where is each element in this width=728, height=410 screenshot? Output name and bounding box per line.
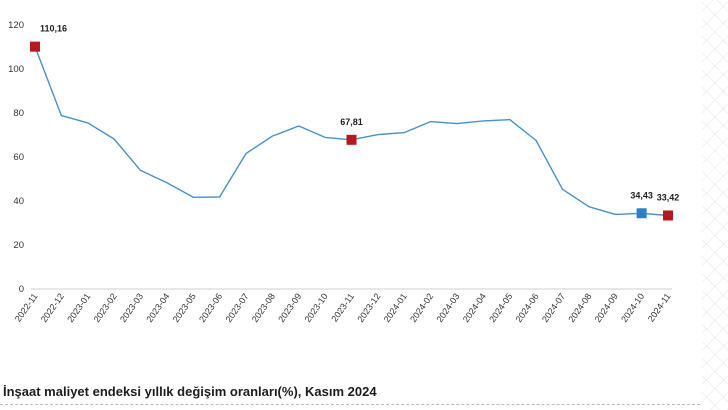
x-tick-label: 2023-03 <box>118 291 145 324</box>
x-tick-label: 2022-12 <box>39 291 66 324</box>
x-tick-label: 2024-09 <box>593 291 620 324</box>
y-tick-label: 0 <box>19 284 24 295</box>
divider <box>0 404 700 405</box>
data-label: 34,43 <box>630 190 653 200</box>
x-tick-label: 2023-02 <box>92 291 119 324</box>
y-tick-label: 40 <box>13 196 24 207</box>
x-tick-label: 2023-07 <box>224 291 251 324</box>
y-tick-label: 60 <box>13 152 24 163</box>
y-tick-label: 20 <box>13 240 24 251</box>
y-tick-label: 120 <box>8 20 24 31</box>
x-tick-label: 2023-01 <box>65 291 92 324</box>
data-label: 67,81 <box>340 117 363 127</box>
x-tick-label: 2023-05 <box>171 291 198 324</box>
line-chart: 0 20 40 60 80 100 120 2022-11 2022-12 2023-01 2023… <box>8 20 680 324</box>
x-tick-label: 2022-11 <box>13 291 40 323</box>
data-marker <box>346 134 357 145</box>
x-tick-label: 2024-04 <box>461 291 488 324</box>
data-label: 110,16 <box>40 24 67 34</box>
y-tick-label: 80 <box>13 108 24 119</box>
data-marker <box>663 210 673 221</box>
x-tick-label: 2024-07 <box>540 291 567 324</box>
x-tick-label: 2024-03 <box>435 291 462 324</box>
x-tick-label: 2023-11 <box>329 291 356 323</box>
x-tick-label: 2024-08 <box>566 291 593 324</box>
data-label: 33,42 <box>657 192 680 202</box>
x-tick-label: 2024-11 <box>646 291 673 323</box>
x-tick-label: 2024-02 <box>408 291 435 324</box>
chart-caption: İnşaat maliyet endeksi yıllık değişim or… <box>3 384 377 399</box>
data-marker <box>30 41 40 52</box>
data-marker <box>636 208 647 219</box>
x-tick-label: 2023-06 <box>197 291 224 324</box>
y-tick-label: 100 <box>8 64 24 75</box>
x-tick-label: 2023-10 <box>303 291 330 324</box>
x-tick-label: 2023-08 <box>250 291 277 324</box>
x-tick-label: 2024-10 <box>619 291 646 324</box>
x-tick-label: 2024-01 <box>382 291 409 324</box>
x-tick-label: 2024-05 <box>487 291 514 324</box>
x-tick-label: 2023-12 <box>355 291 382 324</box>
x-tick-label: 2024-06 <box>514 291 541 324</box>
x-tick-label: 2023-09 <box>276 291 303 324</box>
series-line <box>34 45 669 217</box>
decorative-pattern <box>702 0 728 410</box>
x-tick-label: 2023-04 <box>144 291 171 324</box>
